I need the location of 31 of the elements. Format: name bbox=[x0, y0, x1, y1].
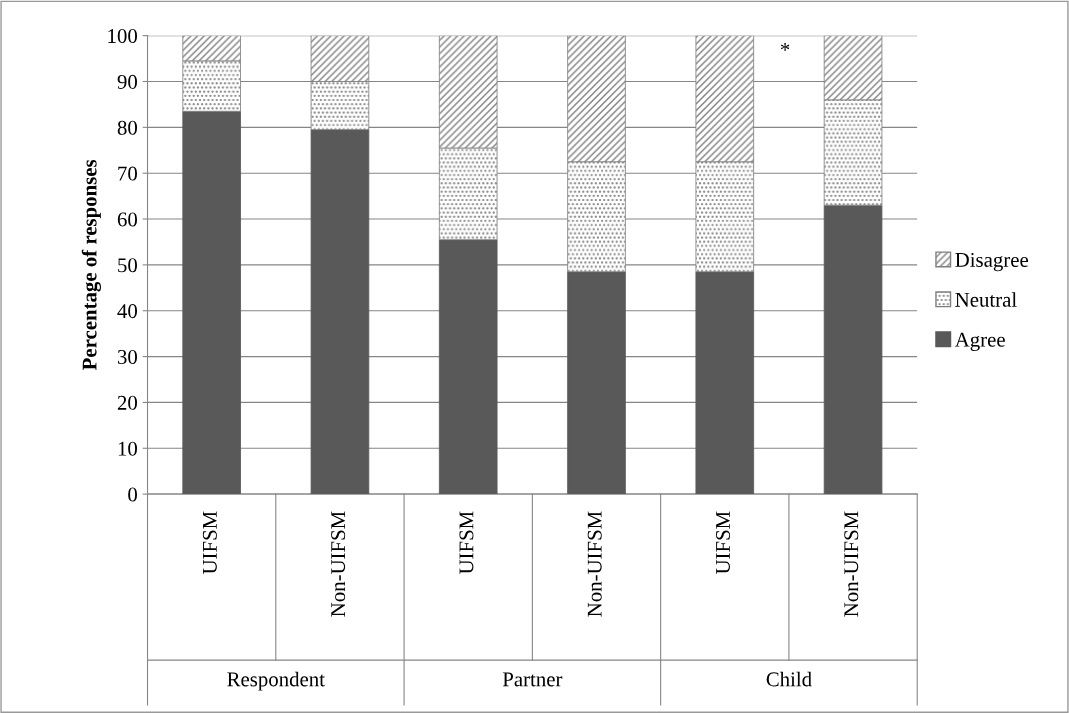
y-axis-title: Percentage of responses bbox=[81, 159, 101, 371]
bar bbox=[182, 110, 241, 495]
legend-label: Agree bbox=[954, 332, 1005, 351]
y-tick-label: 40 bbox=[117, 304, 138, 319]
y-tick-label: 50 bbox=[118, 258, 138, 273]
text: Respondent bbox=[227, 671, 325, 691]
x-tick-label: UIFSM bbox=[459, 511, 474, 575]
y-tick-label: 90 bbox=[117, 74, 138, 89]
x-tick-label: UIFSM bbox=[202, 511, 217, 575]
y-tick-label: 20 bbox=[117, 395, 138, 410]
x-tick-label: Non-UIFSM bbox=[331, 511, 346, 617]
y-tick-label: 100 bbox=[108, 29, 138, 44]
x-tick-label: Non-UIFSM bbox=[844, 511, 859, 617]
y-tick-label: 70 bbox=[118, 166, 138, 181]
bar bbox=[438, 239, 498, 495]
annotation: * bbox=[780, 43, 790, 51]
y-tick-label: 0 bbox=[128, 487, 138, 502]
bar bbox=[310, 129, 370, 495]
y-tick-label: 10 bbox=[118, 441, 138, 456]
text: Partner bbox=[502, 672, 563, 687]
bar bbox=[695, 271, 755, 495]
y-tick-label: 30 bbox=[117, 349, 138, 364]
bar bbox=[567, 271, 626, 495]
legend-label: Disagree bbox=[955, 252, 1029, 272]
x-tick-label: Non-UIFSM bbox=[587, 511, 602, 617]
text: Child bbox=[766, 671, 812, 687]
x-tick-label: UIFSM bbox=[716, 511, 730, 575]
y-tick-label: 60 bbox=[117, 212, 138, 227]
legend-label: Neutral bbox=[955, 292, 1017, 307]
y-tick-label: 80 bbox=[117, 120, 138, 135]
bar bbox=[823, 204, 883, 495]
